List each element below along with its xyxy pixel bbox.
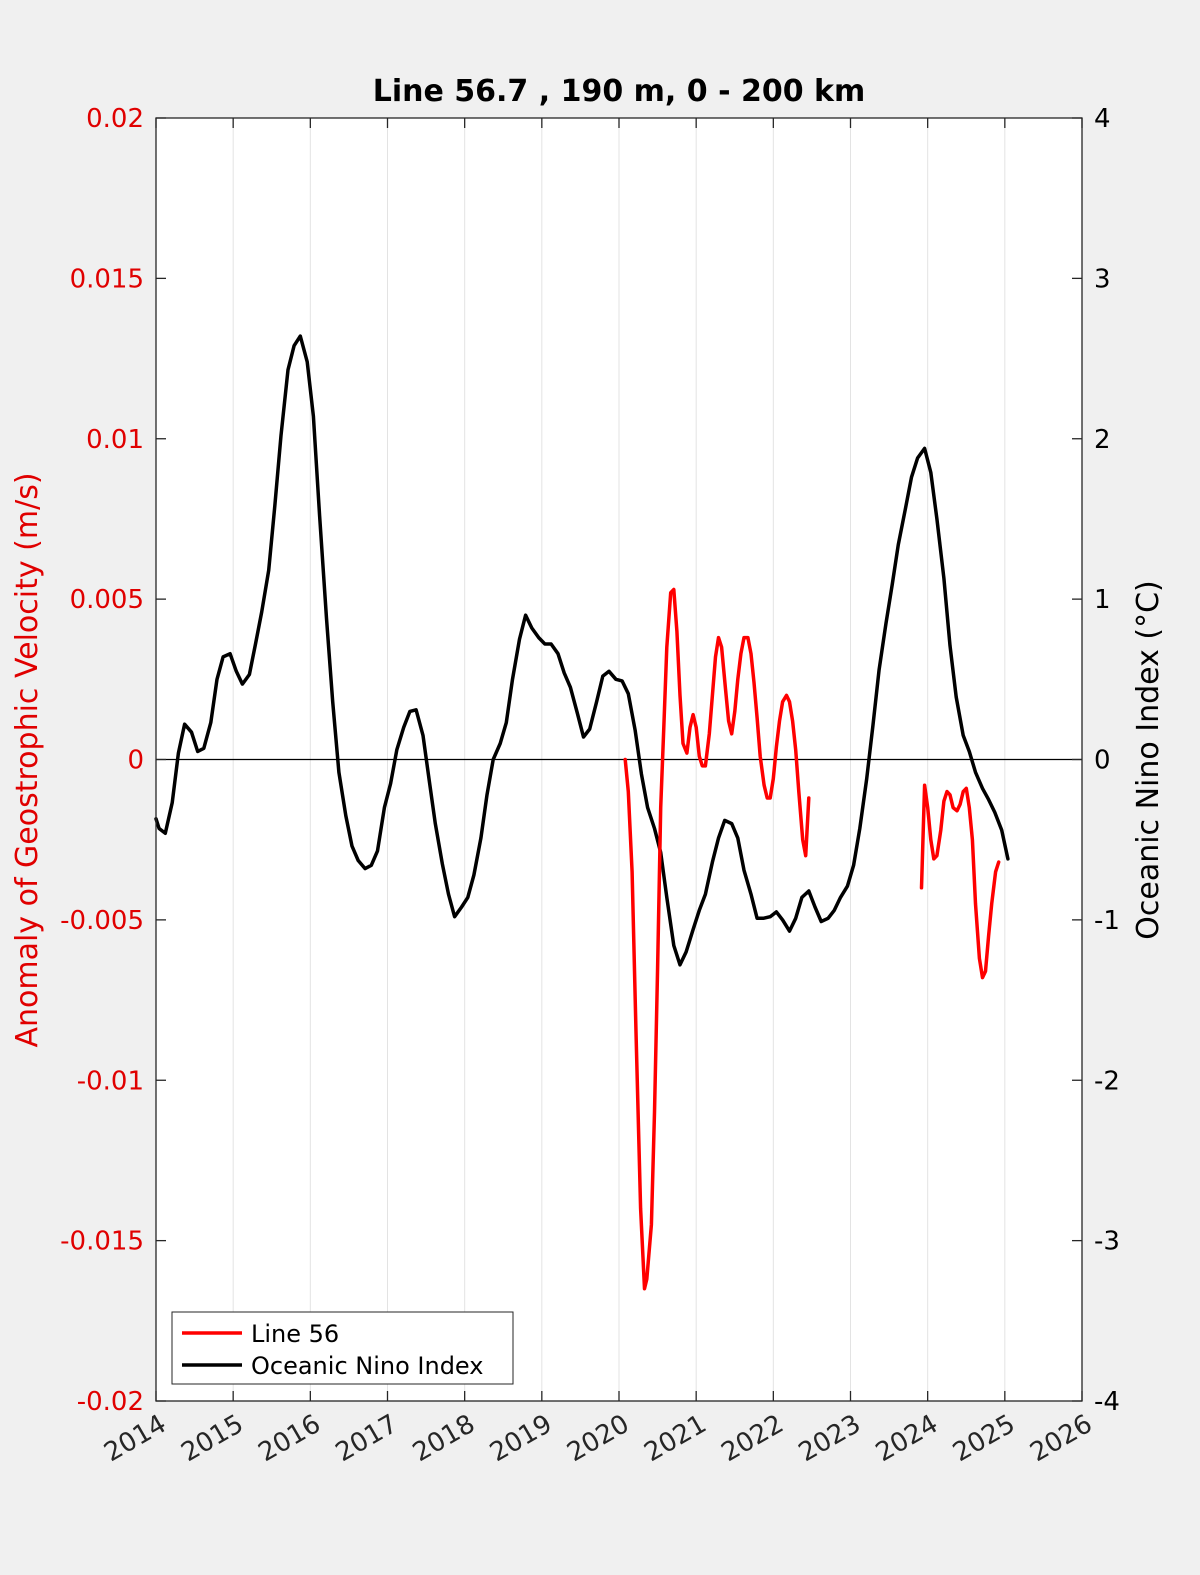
x-tick-label: 2021 (639, 1409, 711, 1468)
chart-title: Line 56.7 , 190 m, 0 - 200 km (373, 74, 866, 109)
x-tick-label: 2016 (254, 1409, 326, 1468)
x-tick-label: 2015 (176, 1409, 248, 1468)
x-tick-label: 2018 (408, 1409, 480, 1468)
y-left-tick-label: 0.01 (86, 425, 144, 455)
series-layer (154, 334, 1010, 1291)
y-right-tick-label: 4 (1094, 104, 1111, 134)
x-tick-label: 2014 (99, 1409, 171, 1468)
axis-ticks (155, 117, 1083, 1402)
y-right-tick-label: 2 (1094, 425, 1111, 455)
x-tick-label: 2019 (485, 1409, 557, 1468)
y-right-tick-label: -4 (1094, 1387, 1120, 1417)
y-right-tick-label: -2 (1094, 1066, 1120, 1096)
series-line-oceanic-nino-index (154, 334, 1010, 967)
tick-labels: 2014 2015 2016 2017 2018 2019 2020 2021 2022 2023… (60, 104, 1120, 1468)
y-right-tick-label: 0 (1094, 746, 1111, 776)
x-tick-label: 2022 (717, 1409, 789, 1468)
y-left-tick-label: 0.015 (70, 264, 144, 294)
series-line-line56 (623, 587, 811, 1291)
y-right-tick-label: -3 (1094, 1227, 1120, 1257)
legend-label-oni: Oceanic Nino Index (251, 1352, 483, 1380)
y-left-tick-label: -0.02 (77, 1387, 144, 1417)
series-line-line56 (919, 783, 1001, 980)
y-left-tick-label: -0.015 (60, 1227, 144, 1257)
legend-box (171, 1311, 514, 1385)
y-right-tick-label: 3 (1094, 264, 1111, 294)
left-axis-label: Anomaly of Geostrophic Velocity (m/s) (10, 472, 45, 1047)
x-tick-label: 2017 (331, 1409, 403, 1468)
right-axis-label: Oceanic Nino Index (°C) (1131, 580, 1166, 940)
x-tick-label: 2020 (562, 1409, 634, 1468)
x-tick-label: 2024 (871, 1409, 943, 1468)
y-left-tick-label: -0.005 (60, 906, 144, 936)
legend-label-line56: Line 56 (251, 1320, 339, 1348)
x-tick-label: 2026 (1025, 1409, 1097, 1468)
x-tick-label: 2023 (794, 1409, 866, 1468)
y-left-tick-label: 0 (127, 746, 144, 776)
legend: Line 56 Oceanic Nino Index (171, 1311, 514, 1385)
x-tick-label: 2025 (948, 1409, 1020, 1468)
y-left-tick-label: -0.01 (77, 1066, 144, 1096)
y-left-tick-label: 0.005 (70, 585, 144, 615)
y-right-tick-label: -1 (1094, 906, 1120, 936)
y-left-tick-label: 0.02 (86, 104, 144, 134)
y-right-tick-label: 1 (1094, 585, 1111, 615)
